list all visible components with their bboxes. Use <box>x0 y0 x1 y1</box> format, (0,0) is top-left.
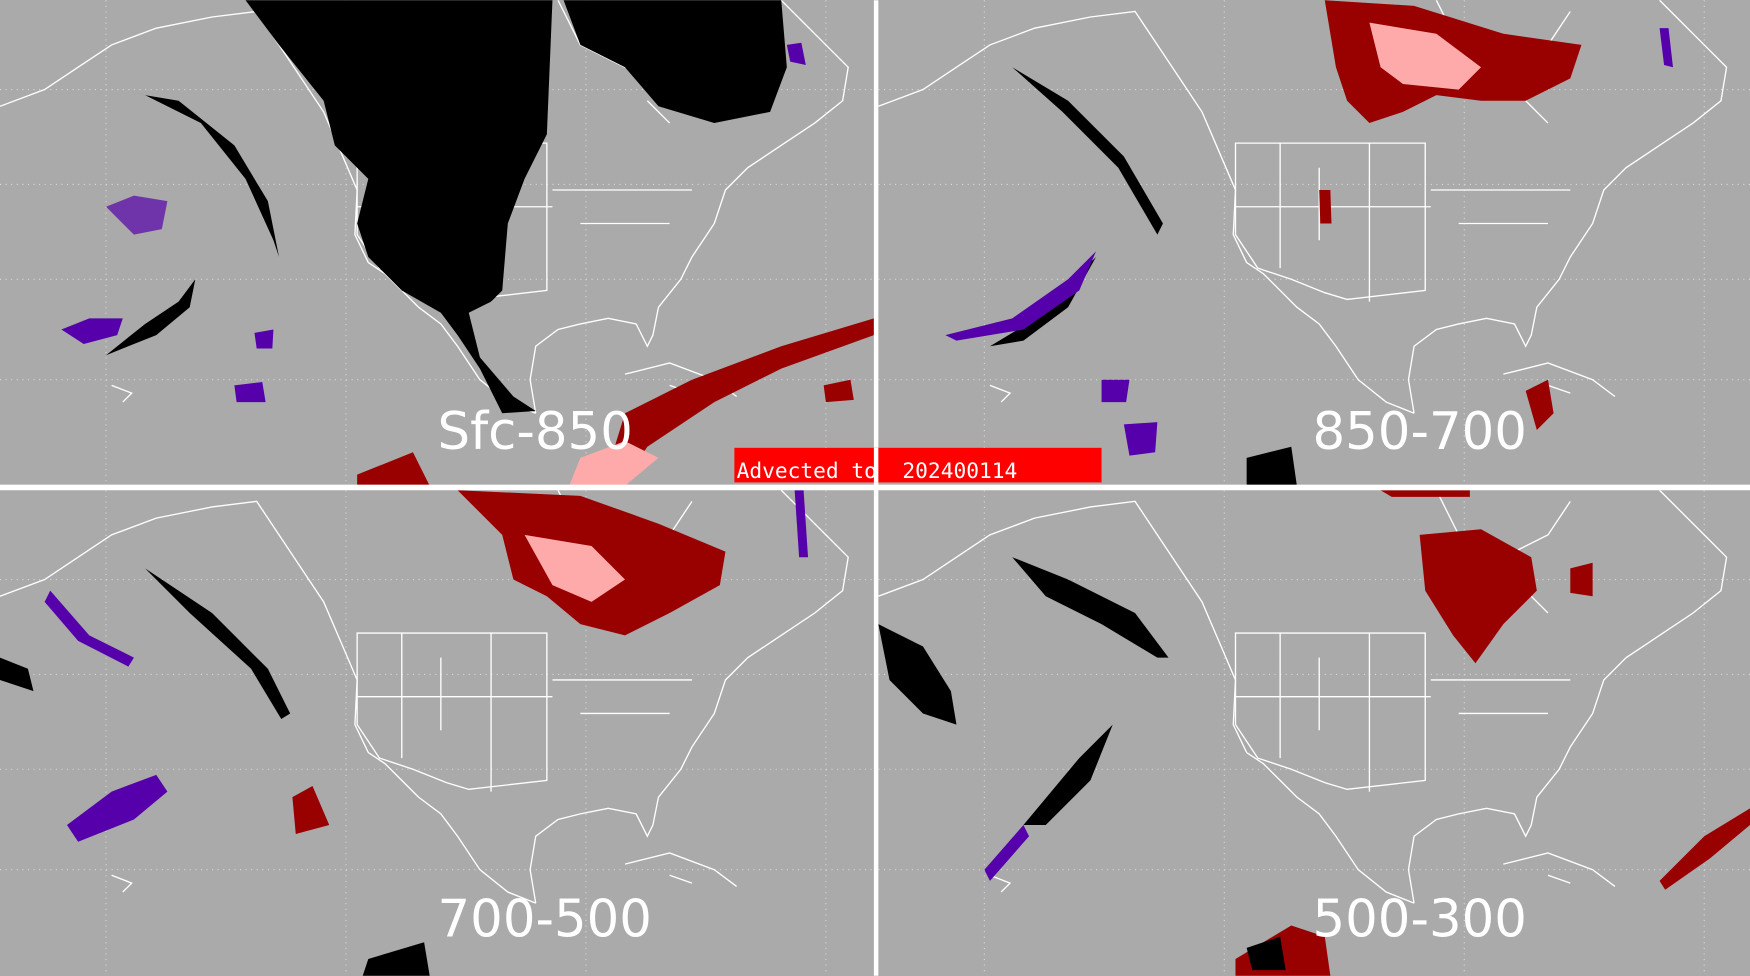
purple-blob <box>66 774 168 842</box>
horizontal-divider <box>0 484 1750 491</box>
banner-text: Advected to 202400114 <box>737 458 1018 483</box>
black-streak <box>1012 67 1163 235</box>
panel-sfc-850: Sfc-850 <box>0 0 875 487</box>
black-streak-sw <box>106 279 196 356</box>
panel-850-700: 850-700 <box>877 0 1750 487</box>
purple-streak <box>945 251 1096 341</box>
panel-500-300: 500-300 <box>877 489 1750 976</box>
black-blob-west <box>878 624 957 725</box>
red-region-canada <box>1419 529 1537 664</box>
panel-label-850-700: 850-700 <box>1313 402 1527 462</box>
black-streak <box>1012 557 1169 658</box>
pink-region-canada <box>524 534 625 602</box>
pink-region-canada <box>1369 22 1482 90</box>
red-streak-east <box>1659 808 1750 890</box>
black-region-north <box>245 0 787 414</box>
purple-blob <box>61 318 123 345</box>
black-streak <box>111 89 280 257</box>
panel-label-sfc-850: Sfc-850 <box>438 402 633 462</box>
advection-banner: Advected to 202400114 <box>734 447 1102 483</box>
panel-label-500-300: 500-300 <box>1313 890 1527 950</box>
black-streak <box>145 568 291 720</box>
purple-swirl <box>106 195 168 235</box>
panel-700-500: 700-500 <box>0 489 875 976</box>
red-blob <box>292 785 330 834</box>
panel-label-700-500: 700-500 <box>438 890 652 950</box>
